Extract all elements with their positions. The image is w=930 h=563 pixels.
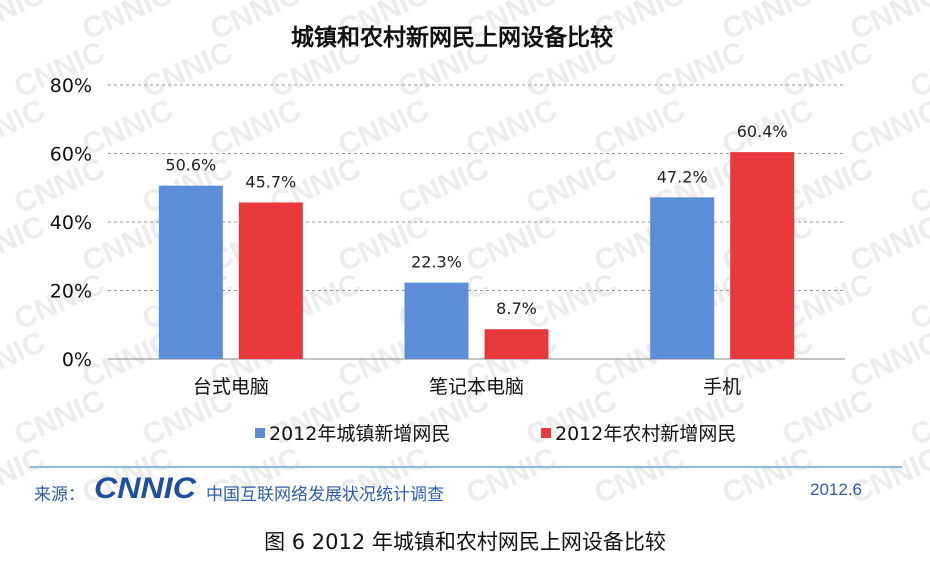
legend-swatch xyxy=(541,428,551,438)
footer-divider xyxy=(30,466,902,468)
bar xyxy=(650,197,715,359)
legend-swatch xyxy=(255,428,265,438)
data-label: 8.7% xyxy=(496,299,537,318)
y-tick-label: 0% xyxy=(62,349,92,371)
bar xyxy=(484,329,549,359)
bar xyxy=(404,282,469,359)
category-label: 台式电脑 xyxy=(193,376,269,398)
figure-caption: 图 6 2012 年城镇和农村网民上网设备比较 xyxy=(264,530,666,554)
bar xyxy=(730,152,795,359)
bar-chart: 城镇和农村新网民上网设备比较 0% 20% 40% 60% 80% 50.6% 45.7%… xyxy=(50,24,845,445)
svg-text:CNNIC: CNNIC xyxy=(94,472,197,502)
chart-title: 城镇和农村新网民上网设备比较 xyxy=(291,24,613,51)
data-label: 50.6% xyxy=(165,156,216,175)
data-label: 45.7% xyxy=(245,172,296,191)
data-label: 60.4% xyxy=(737,122,788,141)
data-label: 22.3% xyxy=(411,253,462,272)
survey-date: 2012.6 xyxy=(810,480,862,499)
category-label: 手机 xyxy=(703,376,741,398)
bar xyxy=(238,202,303,359)
y-tick-label: 40% xyxy=(50,212,92,234)
cnnic-logo: CNNIC xyxy=(94,472,197,502)
legend-label: 2012年城镇新增网民 xyxy=(269,423,450,445)
survey-name: 中国互联网络发展状况统计调查 xyxy=(206,485,444,505)
source-label: 来源： xyxy=(34,485,85,505)
data-label: 47.2% xyxy=(657,167,708,186)
category-label: 笔记本电脑 xyxy=(429,376,524,398)
y-tick-label: 20% xyxy=(50,281,92,303)
legend-label: 2012年农村新增网民 xyxy=(555,423,736,445)
bar xyxy=(158,185,223,359)
y-tick-label: 80% xyxy=(50,75,92,97)
y-tick-label: 60% xyxy=(50,144,92,166)
